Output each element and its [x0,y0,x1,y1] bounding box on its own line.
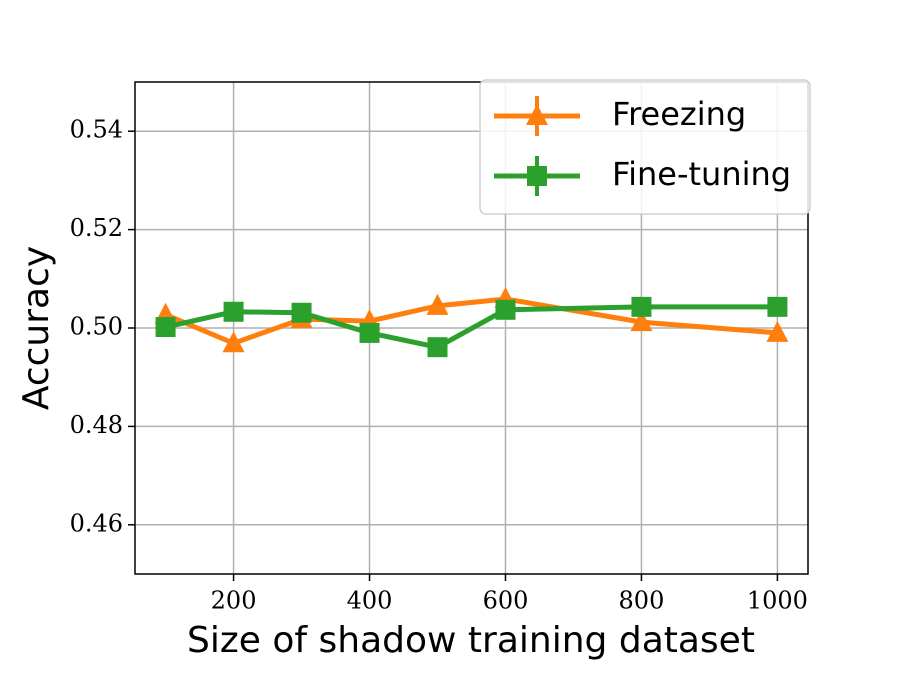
y-tick-label: 0.54 [70,116,123,144]
marker [526,104,548,125]
x-tick-label: 400 [347,587,393,615]
y-tick-label: 0.48 [70,411,123,439]
marker [631,296,652,317]
marker [222,331,245,353]
x-tick-label: 1000 [747,587,808,615]
series-line [164,296,778,346]
marker [767,296,788,317]
legend-label: Freezing [612,95,746,133]
marker [495,299,516,320]
marker [155,317,176,338]
marker [426,293,449,315]
series-line [165,304,778,350]
x-tick-label: 600 [483,587,529,615]
y-axis-label: Accuracy [16,246,57,410]
y-tick-label: 0.52 [70,214,123,242]
x-tick-label: 200 [211,587,257,615]
x-tick-label: 800 [619,587,665,615]
x-axis-label: Size of shadow training dataset [187,620,755,661]
legend-label: Fine-tuning [612,155,791,193]
marker [630,310,653,332]
marker [766,320,789,342]
y-tick-label: 0.50 [70,313,123,341]
marker [527,166,547,186]
marker [291,302,312,323]
marker [359,322,380,343]
y-tick-label: 0.46 [70,509,123,537]
marker [427,337,448,358]
plot-frame [134,81,809,575]
marker [223,301,244,322]
